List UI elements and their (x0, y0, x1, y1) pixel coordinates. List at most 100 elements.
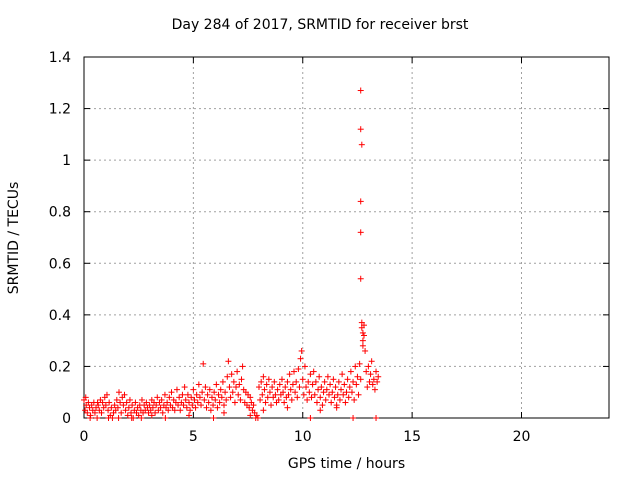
data-point (345, 394, 352, 401)
data-point (233, 384, 240, 391)
data-point (323, 386, 330, 393)
data-point (313, 399, 320, 406)
data-point (162, 415, 169, 421)
data-point (358, 141, 365, 148)
data-point (358, 324, 365, 331)
data-point (326, 391, 332, 398)
data-point (307, 415, 314, 421)
data-point (298, 347, 305, 354)
data-point (363, 368, 370, 375)
x-tick-label: 0 (80, 429, 89, 445)
data-point (338, 386, 345, 393)
data-point (154, 394, 161, 401)
data-point (332, 384, 339, 391)
data-point (335, 378, 342, 385)
data-point (198, 402, 205, 409)
data-point (311, 391, 318, 398)
data-point (292, 389, 299, 396)
data-point (149, 404, 156, 411)
data-point (132, 399, 139, 406)
data-point (258, 378, 265, 385)
y-tick-label: 0.6 (49, 256, 71, 272)
data-point (265, 376, 272, 383)
data-point (319, 402, 326, 409)
data-point (202, 384, 209, 391)
data-point (257, 396, 264, 403)
data-point (271, 378, 278, 385)
data-point (223, 396, 230, 403)
data-point (350, 378, 357, 385)
data-point (199, 389, 206, 396)
data-point (361, 332, 367, 339)
data-point (264, 394, 271, 401)
data-point (117, 399, 124, 406)
data-point (256, 384, 262, 391)
data-point (120, 402, 127, 409)
data-point (247, 412, 254, 419)
data-point (295, 366, 302, 373)
data-point (122, 407, 129, 414)
data-point (164, 399, 171, 406)
data-point (297, 355, 304, 362)
data-point (124, 412, 131, 419)
data-point (278, 376, 285, 383)
data-point (331, 394, 338, 401)
data-point (186, 399, 192, 406)
data-point (259, 391, 266, 398)
data-point (152, 409, 159, 416)
data-point (239, 363, 246, 370)
data-point (138, 396, 145, 403)
data-point (336, 396, 343, 403)
data-point (166, 394, 173, 401)
data-point (329, 389, 336, 396)
data-point (95, 402, 102, 409)
data-point (236, 381, 243, 388)
data-point (180, 402, 187, 409)
data-point (351, 396, 358, 403)
data-point (350, 415, 357, 421)
data-point (341, 381, 348, 388)
data-point (168, 389, 175, 396)
data-point (215, 391, 222, 398)
data-point (274, 386, 281, 393)
data-point (260, 373, 267, 380)
data-point (293, 378, 300, 385)
data-point (262, 399, 269, 406)
data-point (229, 389, 236, 396)
data-point (211, 389, 218, 396)
data-point (355, 391, 362, 398)
data-point (312, 378, 319, 385)
data-point (224, 373, 231, 380)
data-point (82, 394, 89, 401)
data-point (184, 391, 191, 398)
data-point (179, 391, 186, 398)
data-point (153, 402, 160, 409)
data-point (210, 402, 217, 409)
data-point (84, 409, 91, 416)
data-point (105, 415, 112, 421)
data-point (304, 396, 311, 403)
data-point (128, 409, 135, 416)
data-point (367, 371, 374, 378)
data-point (190, 386, 197, 393)
data-point (318, 384, 325, 391)
data-point (340, 391, 347, 398)
data-point (193, 391, 200, 398)
data-point (289, 381, 296, 388)
data-point (352, 363, 359, 370)
data-point (103, 391, 110, 398)
data-point (231, 399, 238, 406)
data-point (266, 389, 273, 396)
data-point (334, 391, 341, 398)
data-point (143, 399, 150, 406)
data-point (192, 404, 199, 411)
x-tick-label: 10 (294, 429, 312, 445)
data-point (260, 407, 267, 414)
data-point (176, 394, 183, 401)
y-tick-label: 0 (62, 411, 71, 427)
data-point (370, 376, 377, 383)
data-point (208, 394, 215, 401)
data-point (305, 378, 312, 385)
